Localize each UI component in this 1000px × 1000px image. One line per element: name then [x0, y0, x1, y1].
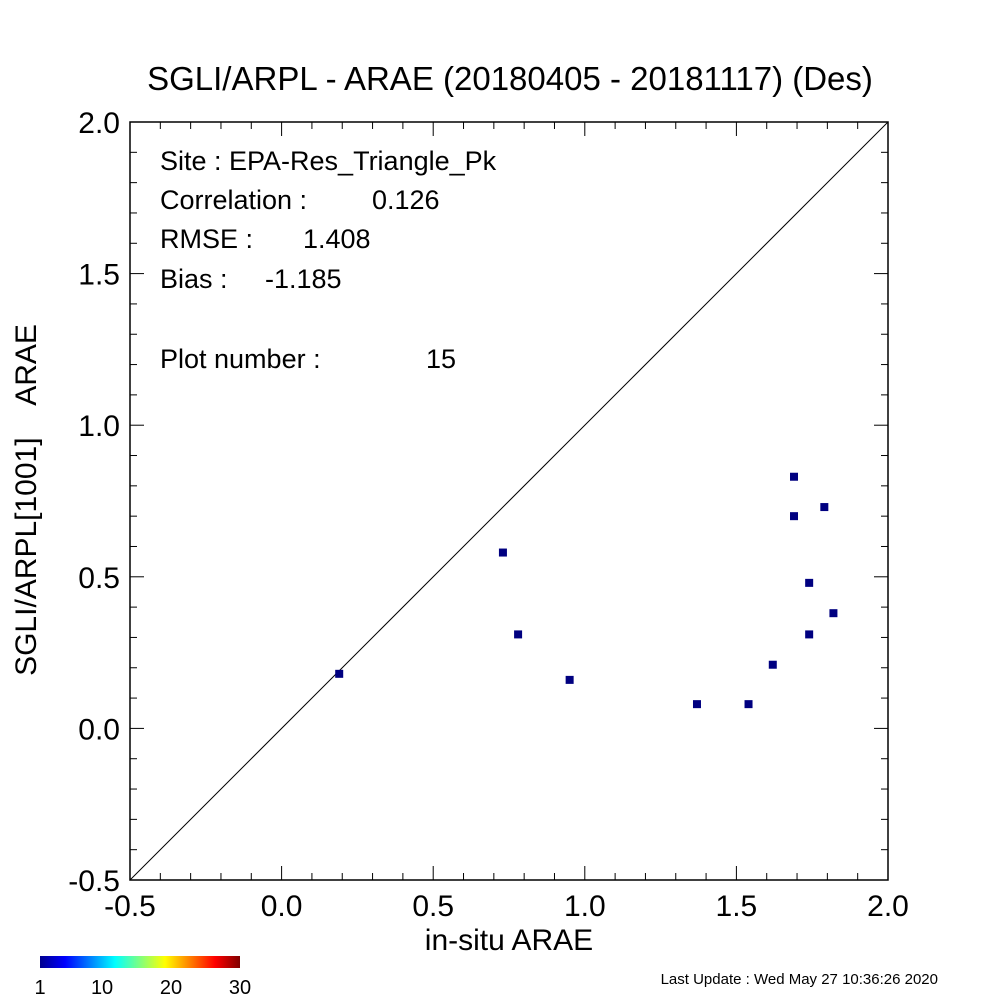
- y-tick-label: 0.0: [78, 713, 120, 746]
- y-tick-label: 2.0: [78, 107, 120, 140]
- data-point: [692, 700, 701, 709]
- data-point: [790, 512, 799, 521]
- y-tick-label: -0.5: [68, 865, 120, 898]
- bias-label: Bias :: [160, 264, 228, 294]
- last-update: Last Update : Wed May 27 10:36:26 2020: [661, 971, 938, 988]
- site-label: Site : EPA-Res_Triangle_Pk: [160, 146, 497, 176]
- data-point: [820, 503, 829, 512]
- plot-number-label: Plot number :: [160, 344, 321, 374]
- rmse-value: 1.408: [303, 224, 371, 254]
- x-tick-label: 0.0: [261, 890, 303, 923]
- y-tick-label: 1.5: [78, 259, 120, 292]
- bias-value: -1.185: [265, 264, 342, 294]
- correlation-value: 0.126: [372, 185, 440, 215]
- rmse-label: RMSE :: [160, 224, 253, 254]
- x-axis-label: in-situ ARAE: [425, 924, 593, 957]
- plot-frame: [129, 121, 889, 881]
- colorbar-ticks: 1 10 20 30: [34, 977, 251, 999]
- colorbar-tick-label: 20: [160, 977, 182, 999]
- data-point: [744, 700, 753, 709]
- x-tick-label: 1.5: [716, 890, 758, 923]
- x-tick-label: 2.0: [867, 890, 909, 923]
- data-point: [335, 669, 344, 678]
- data-point: [805, 578, 814, 587]
- one-to-one-line: [129, 121, 889, 881]
- data-point: [829, 609, 838, 618]
- x-tick-label: -0.5: [104, 890, 156, 923]
- chart-title: SGLI/ARPL - ARAE (20180405 - 20181117) (…: [147, 60, 873, 97]
- colorbar: [40, 956, 240, 968]
- x-tick-label: 1.0: [564, 890, 606, 923]
- y-tick-label: 1.0: [78, 410, 120, 443]
- data-point: [498, 548, 507, 557]
- data-point: [805, 630, 814, 639]
- data-points: [335, 472, 838, 709]
- stats-annotation: Site : EPA-Res_Triangle_Pk Correlation :…: [160, 146, 497, 374]
- data-point: [514, 630, 523, 639]
- colorbar-tick-label: 10: [91, 977, 113, 999]
- data-point: [768, 660, 777, 669]
- axis-ticks: [129, 121, 889, 881]
- correlation-label: Correlation :: [160, 185, 307, 215]
- x-tick-label: 0.5: [412, 890, 454, 923]
- plot-number-value: 15: [426, 344, 456, 374]
- colorbar-tick-label: 1: [34, 977, 45, 999]
- y-axis-label: SGLI/ARPL[1001] ARAE: [10, 324, 43, 676]
- data-point: [565, 675, 574, 684]
- data-point: [790, 472, 799, 481]
- colorbar-tick-label: 30: [229, 977, 251, 999]
- y-tick-label: 0.5: [78, 562, 120, 595]
- tick-labels: -0.5 0.0 0.5 1.0 1.5 2.0 -0.5 0.0 0.5 1.0 1.5 2.0: [68, 107, 909, 923]
